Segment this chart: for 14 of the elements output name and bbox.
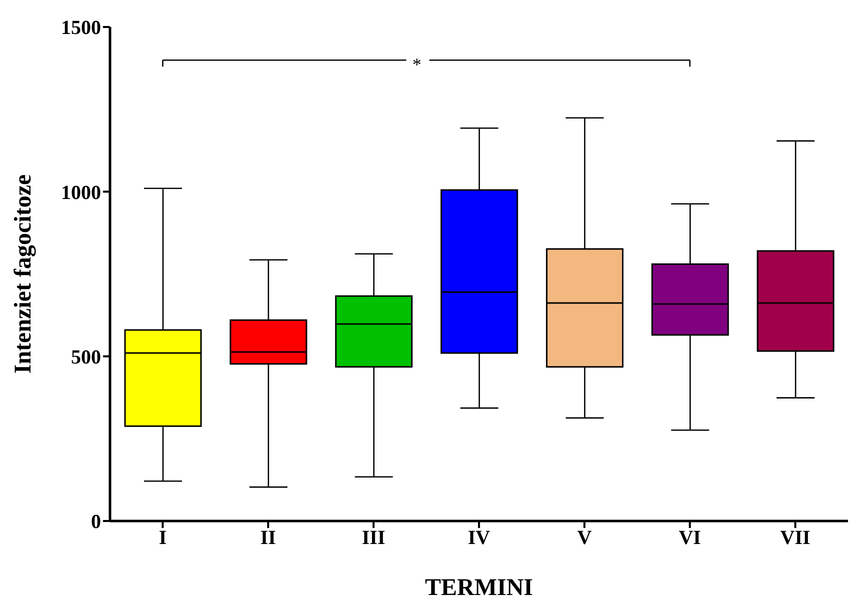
annotation: * <box>412 54 422 74</box>
y-tick-label: 1500 <box>61 17 101 40</box>
x-tick-label: I <box>158 527 167 550</box>
x-tick-label: II <box>260 527 276 550</box>
y-tick-label: 0 <box>91 511 101 534</box>
x-tick-label: VII <box>780 527 811 550</box>
x-tick-label: V <box>577 527 592 550</box>
x-tick-label: IV <box>468 527 491 550</box>
y-tick-label: 1000 <box>61 182 101 204</box>
y-axis-title: Intenziet fagocitoze <box>10 174 37 374</box>
x-tick-label: VI <box>678 527 702 550</box>
x-tick-label: III <box>362 527 386 550</box>
y-tick-label: 500 <box>71 346 101 368</box>
x-axis-title: TERMINI <box>424 575 534 601</box>
